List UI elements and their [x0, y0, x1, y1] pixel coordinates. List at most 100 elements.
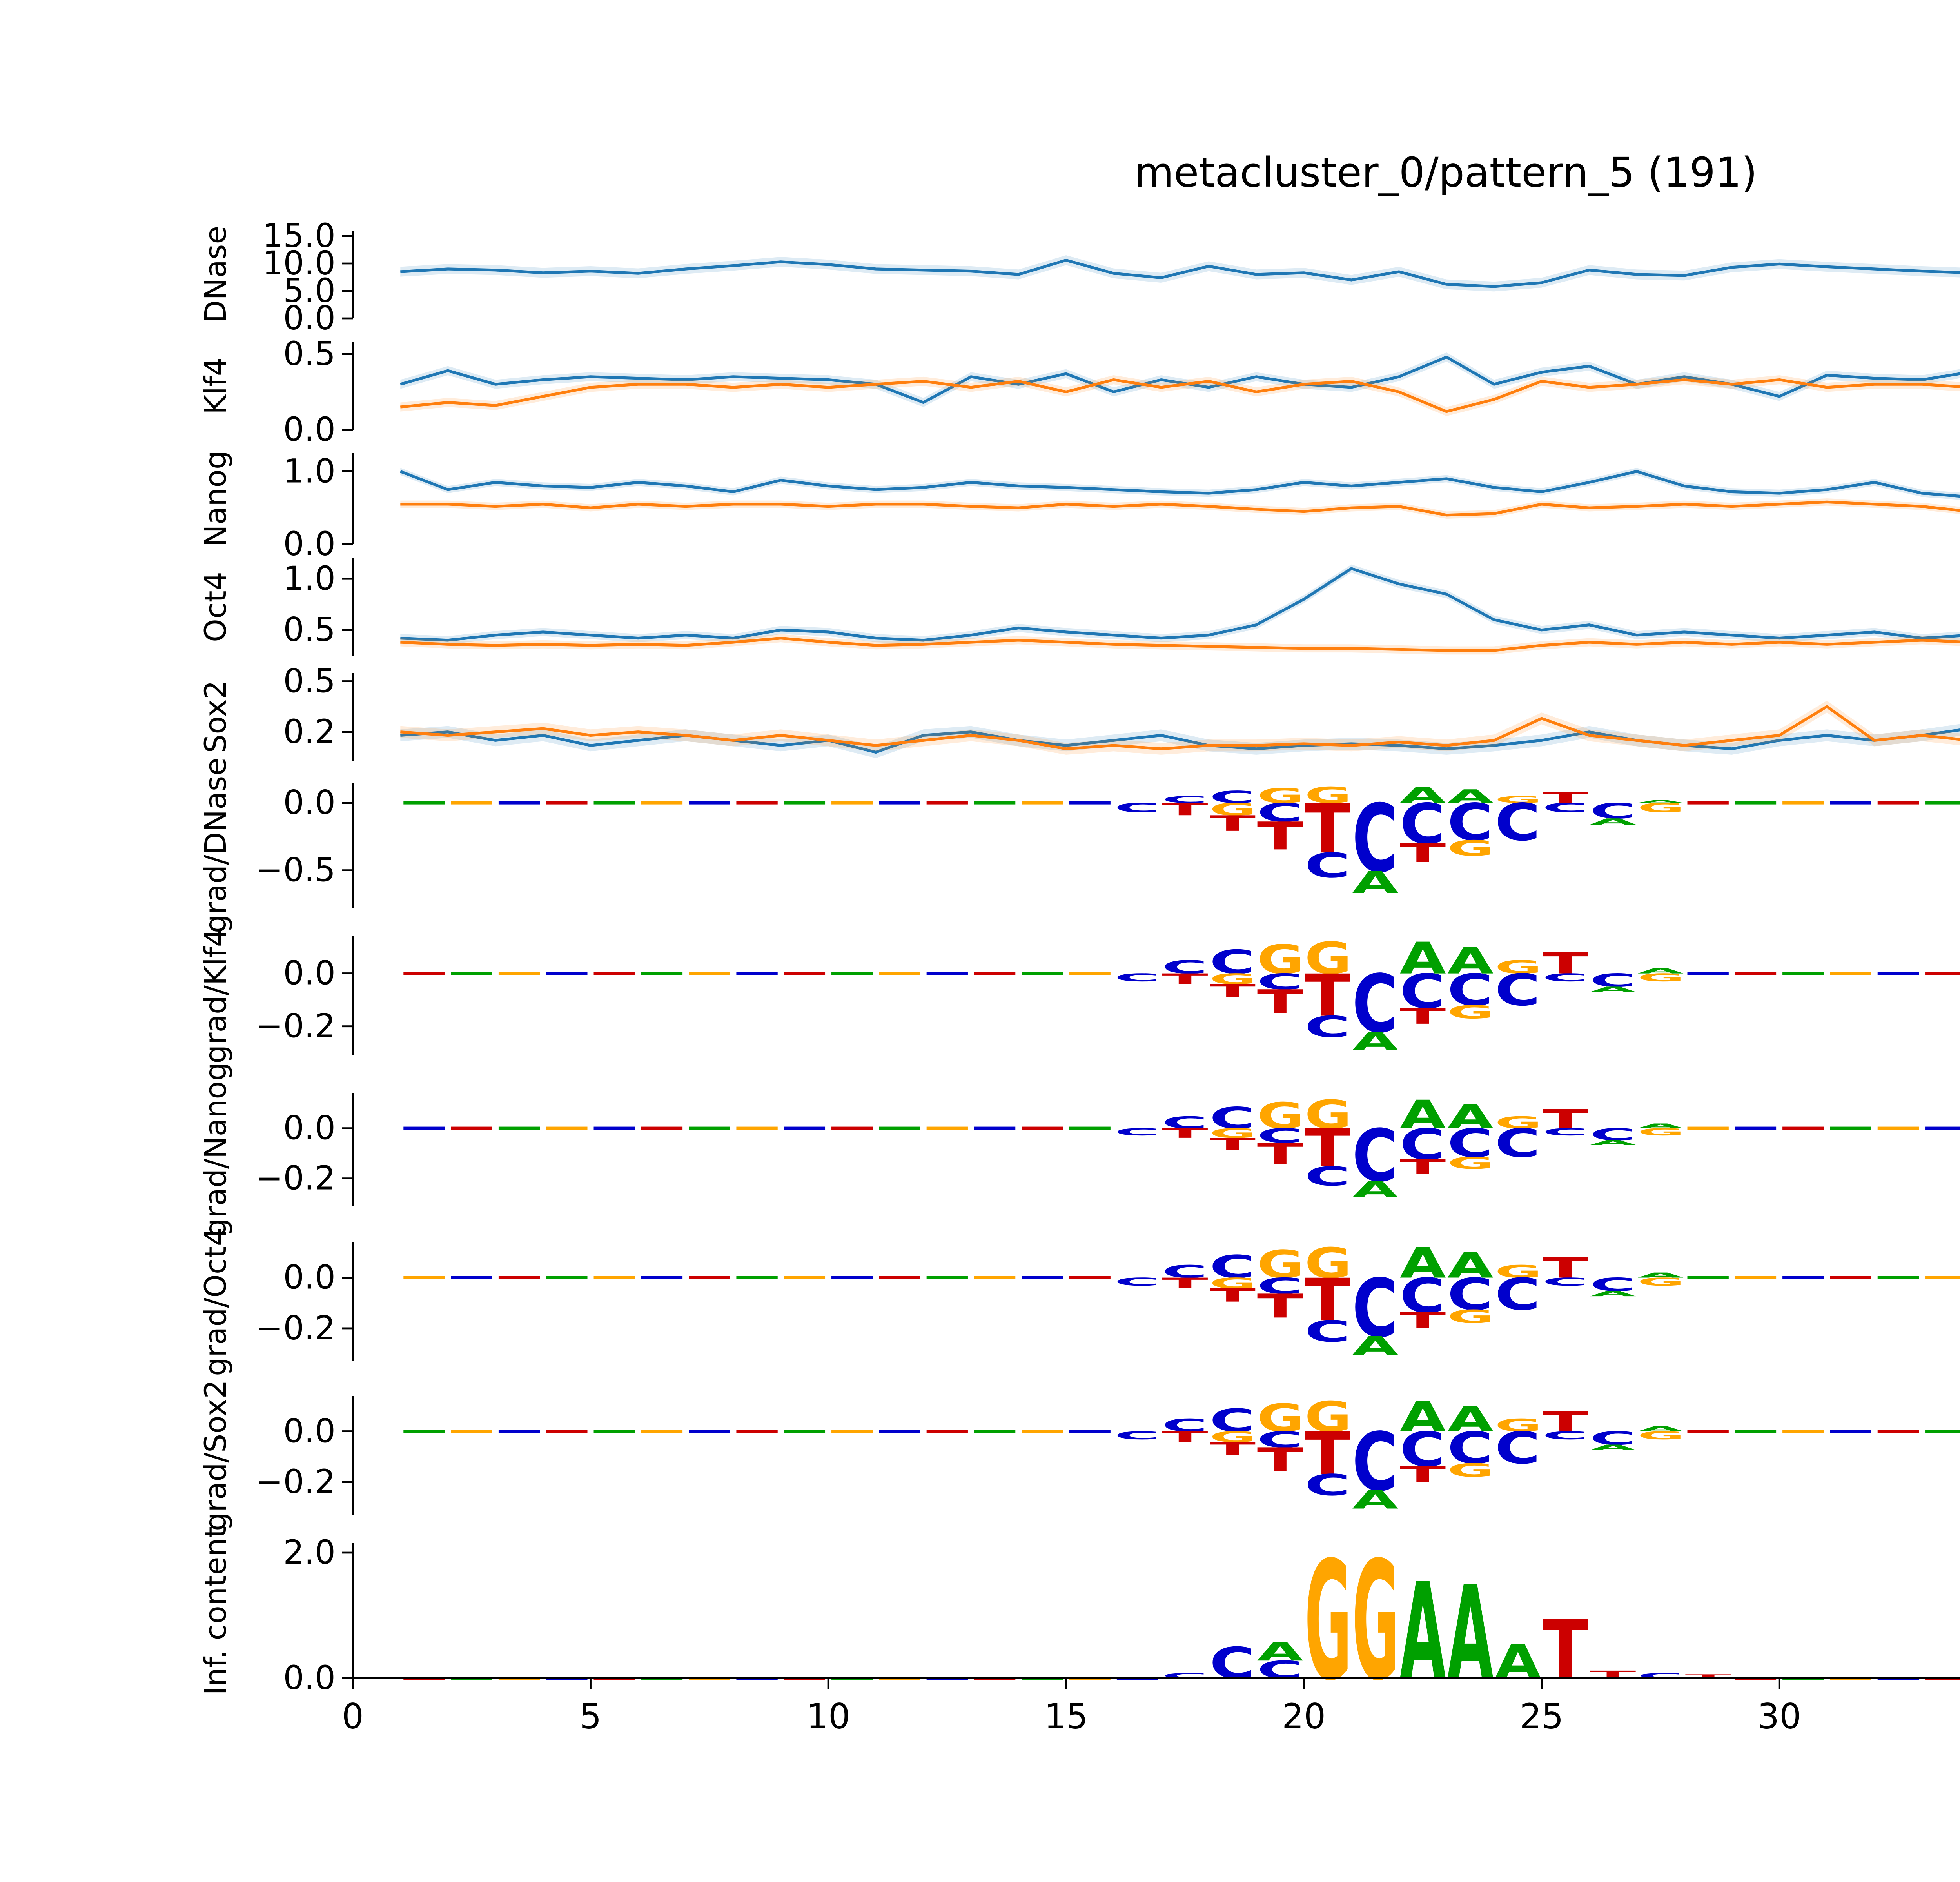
- logo-noise-dash: [498, 801, 540, 805]
- y-tick-label: 15.0: [262, 216, 336, 255]
- logo-letter-A: A: [1590, 1139, 1636, 1147]
- logo-letter-A: A: [1590, 985, 1636, 994]
- logo-letter-A: A: [1637, 1425, 1684, 1433]
- logo-noise-dash: [784, 1126, 826, 1130]
- logo-noise-dash: [451, 972, 492, 975]
- logo-noise-dash: [403, 1126, 445, 1130]
- logo-letter-T: T: [1209, 1285, 1256, 1306]
- logo-noise-dash: [926, 1430, 968, 1433]
- logo-letter-G: G: [1637, 800, 1684, 815]
- logo-letter-G: G: [1447, 1306, 1494, 1327]
- logo-letter-C: C: [1114, 971, 1160, 984]
- y-tick-label: 0.0: [283, 1258, 336, 1297]
- logo-noise-dash: [546, 972, 588, 975]
- ylabel-sox2: Sox2: [199, 680, 234, 753]
- logo-noise-dash: [926, 1276, 968, 1279]
- y-tick-label: −0.5: [256, 851, 336, 889]
- logo-letter-G: G: [1495, 1261, 1542, 1282]
- y-tick-label: 0.0: [283, 410, 336, 449]
- logo-letter-G: G: [1637, 971, 1684, 984]
- logo-letter-T: T: [1543, 1252, 1589, 1284]
- logo-letter-G: G: [1447, 1460, 1494, 1481]
- logo-noise-dash: [593, 801, 635, 805]
- logo-noise-dash: [784, 1430, 826, 1433]
- logo-noise-dash: [879, 972, 920, 975]
- logo-noise-dash: [736, 1126, 778, 1130]
- logo-noise-dash: [593, 972, 635, 975]
- logo-noise-dash: [689, 1276, 730, 1279]
- logo-letter-C: C: [1305, 1315, 1350, 1349]
- logo-letter-C: C: [1209, 943, 1255, 981]
- logo-letter-G: G: [1637, 1429, 1684, 1442]
- logo-letter-G: G: [1257, 936, 1304, 983]
- logo-letter-C: C: [1114, 1429, 1160, 1442]
- logo-noise-dash: [736, 1276, 778, 1279]
- logo-letter-T: T: [1305, 1266, 1351, 1334]
- logo-letter-A: A: [1352, 1176, 1398, 1203]
- logo-letter-A: A: [1495, 1635, 1541, 1689]
- logo-letter-A: A: [1637, 1122, 1684, 1130]
- logo-letter-A: A: [1400, 1555, 1446, 1710]
- logo-noise-dash: [593, 1430, 635, 1433]
- logo-letter-A: A: [1447, 940, 1494, 982]
- logo-letter-C: C: [1209, 1101, 1255, 1135]
- logo-letter-G: G: [1209, 800, 1256, 819]
- logo-noise-dash: [926, 972, 968, 975]
- logo-letter-C: C: [1352, 958, 1397, 1051]
- logo-noise-dash: [926, 801, 968, 805]
- logo-letter-G: G: [1305, 1092, 1352, 1137]
- y-tick-label: 0.0: [283, 783, 336, 822]
- y-tick-label: 0.5: [283, 610, 336, 649]
- logo-noise-dash: [1735, 1430, 1777, 1433]
- logo-noise-dash: [831, 1126, 873, 1130]
- logo-letter-G: G: [1257, 1095, 1304, 1137]
- logo-noise-dash: [498, 1126, 540, 1130]
- logo-noise-dash: [403, 801, 445, 805]
- logo-letter-C: C: [1114, 1126, 1160, 1138]
- logo-letter-C: C: [1209, 1249, 1255, 1285]
- logo-noise-dash: [498, 1430, 540, 1433]
- logo-noise-dash: [546, 801, 588, 805]
- logo-noise-dash: [498, 1276, 540, 1279]
- logo-letter-T: T: [1305, 1420, 1351, 1488]
- confidence-band: [400, 375, 1960, 416]
- logo-letter-A: A: [1637, 1271, 1684, 1279]
- logo-letter-C: C: [1209, 787, 1255, 807]
- logo-letter-G: G: [1305, 1393, 1352, 1442]
- logo-letter-C: C: [1114, 1275, 1160, 1288]
- logo-noise-dash: [1069, 972, 1111, 975]
- logo-letter-C: C: [1447, 1423, 1493, 1473]
- logo-letter-C: C: [1447, 965, 1493, 1015]
- ylabel-dnase: DNase: [199, 225, 234, 323]
- logo-noise-dash: [1069, 801, 1111, 805]
- logo-noise-dash: [1735, 1276, 1777, 1279]
- logo-noise-dash: [879, 1126, 920, 1130]
- logo-letter-T: T: [1257, 1441, 1303, 1479]
- logo-letter-C: C: [1257, 1656, 1303, 1684]
- logo-letter-C: C: [1352, 1416, 1397, 1509]
- logo-letter-A: A: [1590, 1443, 1636, 1452]
- logo-noise-dash: [689, 1430, 730, 1433]
- logo-letter-A: A: [1590, 1290, 1636, 1298]
- logo-letter-C: C: [1162, 1113, 1207, 1132]
- logo-letter-A: A: [1400, 1239, 1446, 1288]
- logo-noise-dash: [831, 1276, 873, 1279]
- logo-letter-C: C: [1590, 1428, 1635, 1449]
- series-line-line-blue: [400, 356, 1960, 404]
- logo-letter-T: T: [1257, 814, 1303, 859]
- logo-noise-dash: [641, 1430, 683, 1433]
- logo-noise-dash: [736, 972, 778, 975]
- logo-noise-dash: [1925, 1276, 1960, 1279]
- logo-noise-dash: [498, 972, 540, 975]
- logo-noise-dash: [593, 1126, 635, 1130]
- logo-noise-dash: [1877, 972, 1919, 975]
- logo-letter-A: A: [1447, 1399, 1494, 1440]
- logo-noise-dash: [546, 1430, 588, 1433]
- logo-noise-dash: [831, 801, 873, 805]
- ylabel-inf-content: Inf. content: [199, 1526, 234, 1695]
- logo-letter-C: C: [1352, 1262, 1397, 1355]
- y-tick-label: −0.2: [256, 1309, 336, 1347]
- ylabel-grad-klf4: grad/Klf4: [199, 928, 234, 1064]
